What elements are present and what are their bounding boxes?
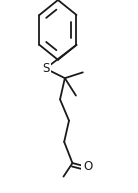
Text: S: S — [42, 62, 49, 75]
Text: O: O — [83, 160, 92, 174]
